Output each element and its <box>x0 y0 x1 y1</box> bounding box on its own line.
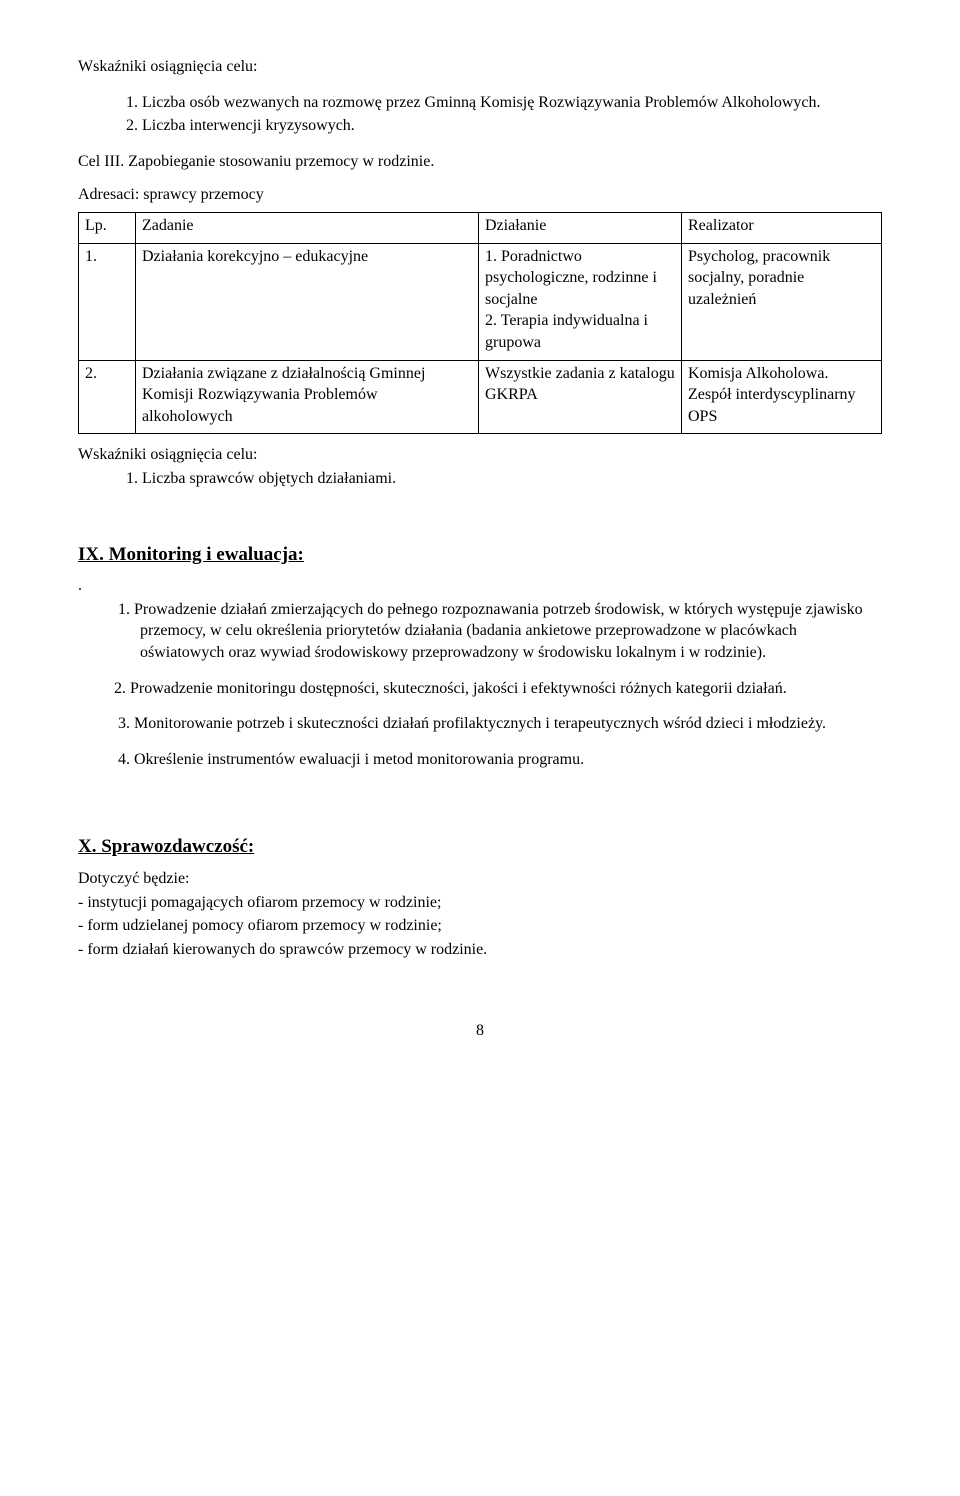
indicator-item: 2. Liczba interwencji kryzysowych. <box>118 115 882 137</box>
section-x-title: X. Sprawozdawczość: <box>78 834 882 860</box>
section-ix-title: IX. Monitoring i ewaluacja: <box>78 542 882 568</box>
section-ix-list: 1. Prowadzenie działań zmierzających do … <box>78 599 882 771</box>
cell-realizator: Komisja Alkoholowa. Zespół interdyscypli… <box>682 360 882 434</box>
table-row: 2. Działania związane z działalnością Gm… <box>79 360 882 434</box>
th-lp: Lp. <box>79 212 136 243</box>
indicators2-heading: Wskaźniki osiągnięcia celu: <box>78 444 882 466</box>
ix-item: 4. Określenie instrumentów ewaluacji i m… <box>110 749 882 771</box>
goals-table: Lp. Zadanie Działanie Realizator 1. Dzia… <box>78 212 882 434</box>
cell-zadanie: Działania korekcyjno – edukacyjne <box>136 243 479 360</box>
x-line: - form działań kierowanych do sprawców p… <box>78 939 882 961</box>
ix-item: 1. Prowadzenie działań zmierzających do … <box>110 599 882 664</box>
table-header-row: Lp. Zadanie Działanie Realizator <box>79 212 882 243</box>
indicators-heading: Wskaźniki osiągnięcia celu: <box>78 56 882 78</box>
cel-iii-title: Cel III. Zapobieganie stosowaniu przemoc… <box>78 151 882 173</box>
adresaci-line: Adresaci: sprawcy przemocy <box>78 184 882 206</box>
page-number: 8 <box>78 1020 882 1042</box>
th-zadanie: Zadanie <box>136 212 479 243</box>
x-line: - form udzielanej pomocy ofiarom przemoc… <box>78 915 882 937</box>
cell-lp: 1. <box>79 243 136 360</box>
indicators2-list: 1. Liczba sprawców objętych działaniami. <box>118 468 882 490</box>
th-realizator: Realizator <box>682 212 882 243</box>
cell-lp: 2. <box>79 360 136 434</box>
cell-dzialanie: 1. Poradnictwo psychologiczne, rodzinne … <box>479 243 682 360</box>
indicator-item: 1. Liczba sprawców objętych działaniami. <box>118 468 882 490</box>
th-dzialanie: Działanie <box>479 212 682 243</box>
cell-realizator: Psycholog, pracownik socjalny, poradnie … <box>682 243 882 360</box>
indicator-item: 1. Liczba osób wezwanych na rozmowę prze… <box>118 92 882 114</box>
ix-item: 2. Prowadzenie monitoringu dostępności, … <box>110 678 882 700</box>
indicators-list: 1. Liczba osób wezwanych na rozmowę prze… <box>118 92 882 137</box>
x-intro: Dotyczyć będzie: <box>78 868 882 890</box>
dot-line: . <box>78 575 882 597</box>
x-line: - instytucji pomagających ofiarom przemo… <box>78 892 882 914</box>
ix-item: 3. Monitorowanie potrzeb i skuteczności … <box>110 713 882 735</box>
table-row: 1. Działania korekcyjno – edukacyjne 1. … <box>79 243 882 360</box>
cell-zadanie: Działania związane z działalnością Gminn… <box>136 360 479 434</box>
cell-dzialanie: Wszystkie zadania z katalogu GKRPA <box>479 360 682 434</box>
